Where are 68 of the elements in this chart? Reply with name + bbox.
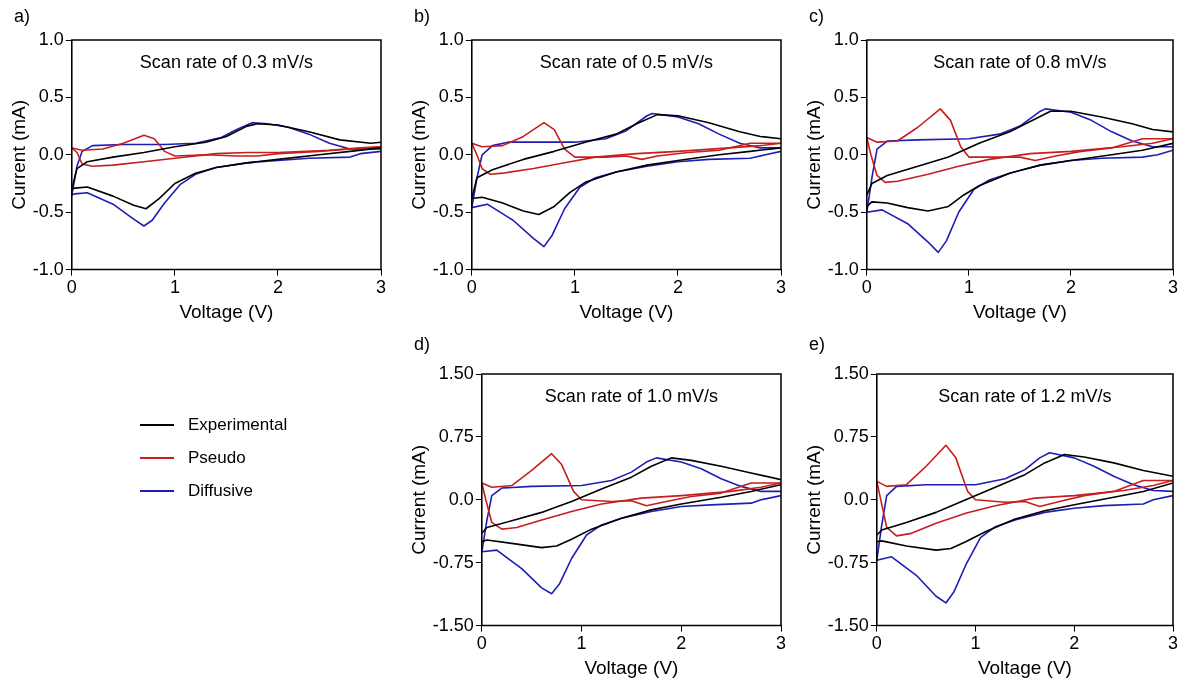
x-axis-title: Voltage (V) [972, 300, 1067, 322]
x-tick-label: 1 [576, 633, 587, 654]
text: Scan rate of 0.8 mV/s [933, 51, 1107, 72]
text: d) [414, 334, 431, 355]
text: Scan rate of 1.2 mV/s [938, 385, 1112, 406]
x-tick-label: 2 [672, 277, 683, 298]
y-tick-label: -1.50 [827, 614, 869, 635]
text: c) [809, 6, 824, 27]
y-tick-label: 1.50 [833, 362, 869, 383]
x-tick-label: 2 [1069, 633, 1080, 654]
y-tick-label: 0.0 [438, 143, 464, 164]
y-tick-label: -1.0 [432, 258, 464, 279]
y-tick-label: 1.50 [438, 362, 474, 383]
x-tick-label: 3 [1167, 633, 1179, 654]
y-tick-label: -0.75 [827, 551, 869, 572]
x-axis-title: Voltage (V) [179, 300, 274, 322]
y-tick-label: 1.0 [833, 28, 859, 49]
legend-label: Diffusive [188, 480, 253, 501]
y-tick-label: 0.5 [833, 86, 859, 107]
x-tick-label: 1 [970, 633, 981, 654]
y-axis-title: Current (mA) [7, 99, 29, 210]
text: e) [809, 334, 826, 355]
y-tick-label: -0.5 [827, 201, 859, 222]
y-tick-label: 1.0 [438, 28, 464, 49]
x-tick-label: 2 [1065, 277, 1076, 298]
legend-label: Experimental [188, 414, 288, 435]
y-tick-label: -0.5 [32, 201, 64, 222]
y-axis-title: Current (mA) [407, 444, 429, 555]
y-tick-label: 0.75 [438, 425, 474, 446]
y-tick-label: -0.5 [432, 201, 464, 222]
x-tick-label: 0 [66, 277, 77, 298]
y-axis-title: Current (mA) [407, 99, 429, 210]
x-axis-title: Voltage (V) [977, 656, 1072, 678]
y-tick-label: 0.0 [843, 488, 869, 509]
x-tick-label: 2 [272, 277, 283, 298]
x-tick-label: 1 [963, 277, 974, 298]
y-axis-title: Current (mA) [802, 99, 824, 210]
x-tick-label: 1 [569, 277, 580, 298]
x-tick-label: 1 [169, 277, 180, 298]
y-tick-label: 0.0 [448, 488, 474, 509]
x-tick-label: 3 [775, 633, 787, 654]
text: b) [414, 6, 431, 27]
x-tick-label: 2 [676, 633, 687, 654]
y-tick-label: -1.0 [32, 258, 64, 279]
x-tick-label: 0 [861, 277, 872, 298]
x-tick-label: 3 [775, 277, 787, 298]
y-tick-label: 0.75 [833, 425, 869, 446]
x-axis-title: Voltage (V) [579, 300, 674, 322]
y-tick-label: -1.50 [432, 614, 474, 635]
y-tick-label: 0.0 [833, 143, 859, 164]
y-tick-label: -0.75 [432, 551, 474, 572]
y-tick-label: 0.0 [38, 143, 64, 164]
y-tick-label: 0.5 [438, 86, 464, 107]
y-axis-title: Current (mA) [802, 444, 824, 555]
text: Scan rate of 0.5 mV/s [539, 51, 713, 72]
y-tick-label: 0.5 [38, 86, 64, 107]
x-tick-label: 0 [476, 633, 487, 654]
text: Scan rate of 1.0 mV/s [544, 385, 718, 406]
y-tick-label: 1.0 [38, 28, 64, 49]
x-tick-label: 3 [375, 277, 387, 298]
x-tick-label: 0 [466, 277, 477, 298]
y-tick-label: -1.0 [827, 258, 859, 279]
x-tick-label: 3 [1167, 277, 1179, 298]
text: Scan rate of 0.3 mV/s [139, 51, 313, 72]
x-axis-title: Voltage (V) [584, 656, 679, 678]
text: a) [14, 6, 31, 27]
legend-label: Pseudo [188, 447, 246, 468]
x-tick-label: 0 [871, 633, 882, 654]
